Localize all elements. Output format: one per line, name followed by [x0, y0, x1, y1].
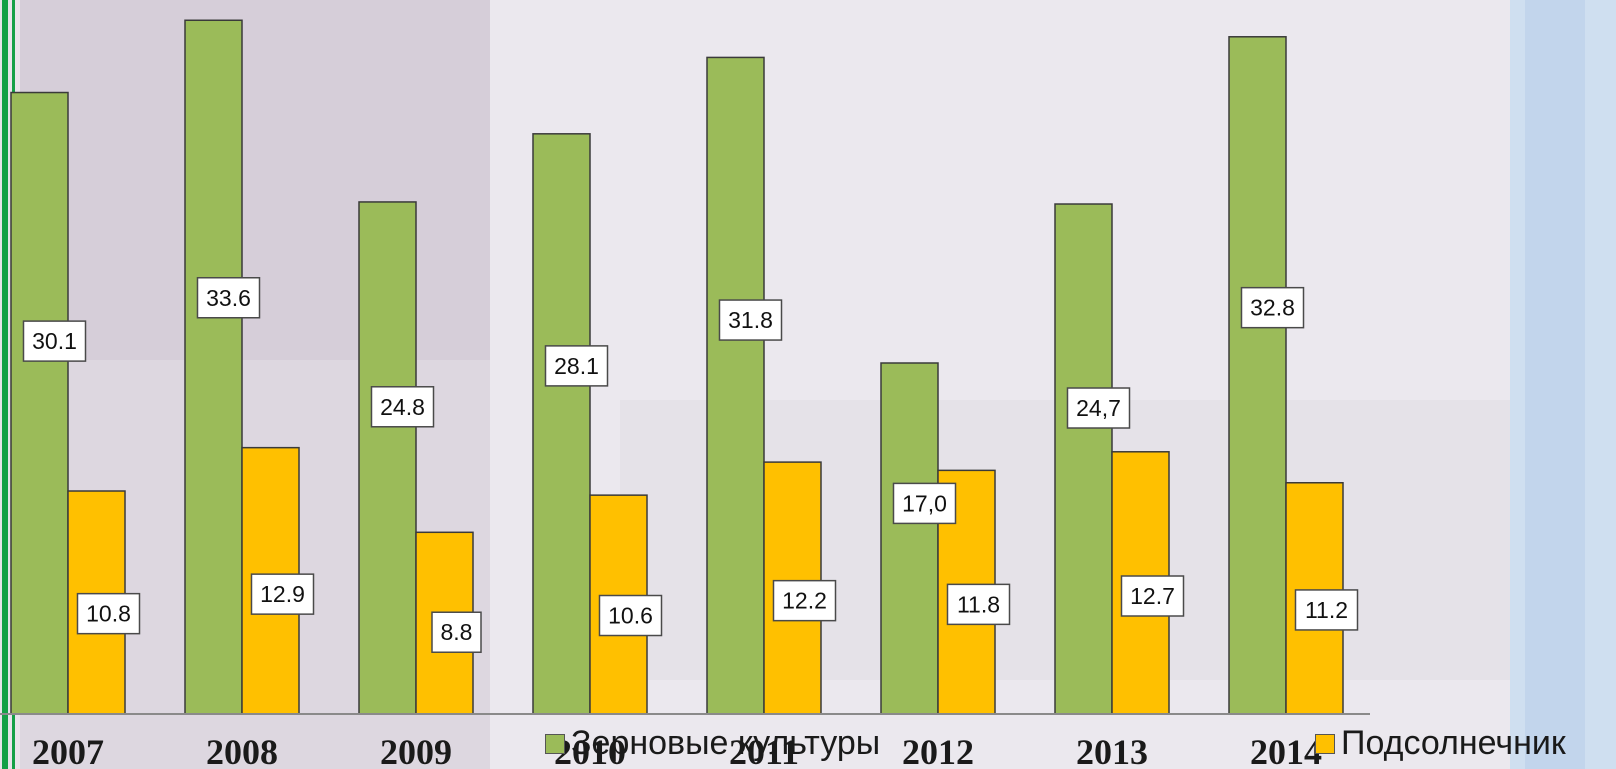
- right-panel-strip: [1525, 0, 1585, 769]
- data-label-box: [250, 573, 315, 615]
- data-label: 28.1: [554, 353, 599, 379]
- data-label-box: [1294, 589, 1359, 631]
- x-tick-label: 2011: [729, 732, 799, 769]
- legend-swatch-sunflower: [1315, 733, 1335, 754]
- data-label: 31.8: [728, 307, 773, 333]
- data-label-box: [1066, 387, 1131, 429]
- bar-grain-2012: [880, 362, 939, 715]
- legend-label-grain: Зерновые культуры: [571, 724, 881, 762]
- data-label-box: [1240, 286, 1305, 329]
- x-tick-label: 2009: [380, 732, 452, 769]
- data-label: 11.2: [1305, 597, 1348, 623]
- data-label-box: [892, 482, 957, 525]
- data-label: 11.8: [957, 591, 1000, 617]
- bar-grain-2007: [10, 91, 69, 715]
- data-label-box: [370, 386, 435, 428]
- data-label-box: [598, 594, 663, 637]
- x-tick-label: 2008: [206, 732, 278, 769]
- data-label: 24.8: [380, 394, 425, 420]
- bar-grain-2013: [1054, 203, 1113, 715]
- data-label-box: [1120, 575, 1185, 617]
- legend-item-sunflower: Подсолнечник: [1315, 724, 1566, 763]
- data-label: 12.9: [260, 581, 305, 607]
- data-label-box: [431, 611, 482, 653]
- green-stripe: [2, 0, 8, 769]
- x-tick-label: 2010: [554, 732, 626, 769]
- x-tick-label: 2012: [902, 732, 974, 769]
- data-label: 10.6: [608, 603, 653, 629]
- bar-grain-2009: [358, 201, 417, 715]
- data-label: 10.8: [86, 601, 131, 627]
- data-label-box: [946, 583, 1011, 626]
- data-label: 17,0: [902, 490, 947, 516]
- x-tick-label: 2013: [1076, 732, 1148, 769]
- data-label: 30.1: [32, 328, 77, 354]
- legend-label-sunflower: Подсолнечник: [1341, 724, 1566, 762]
- data-label-box: [196, 277, 261, 319]
- data-label-box: [22, 320, 87, 362]
- data-label: 32.8: [1250, 295, 1295, 321]
- data-label-box: [772, 579, 837, 622]
- data-label-box: [718, 299, 783, 341]
- data-label-box: [544, 345, 609, 387]
- data-label: 8.8: [441, 619, 473, 645]
- x-tick-label: 2007: [32, 732, 104, 769]
- data-label: 24,7: [1076, 395, 1121, 421]
- bar-grain-2011: [706, 56, 765, 715]
- legend-item-grain: Зерновые культуры: [545, 724, 880, 763]
- x-tick-label: 2014: [1250, 732, 1322, 769]
- data-label: 33.6: [206, 285, 251, 311]
- bar-grain-2014: [1228, 36, 1287, 715]
- data-label: 12.7: [1130, 583, 1175, 609]
- data-label: 12.2: [782, 588, 827, 614]
- legend-swatch-grain: [545, 733, 565, 754]
- bar-grain-2008: [184, 19, 243, 715]
- bar-grain-2010: [532, 133, 591, 715]
- data-label-box: [76, 592, 141, 635]
